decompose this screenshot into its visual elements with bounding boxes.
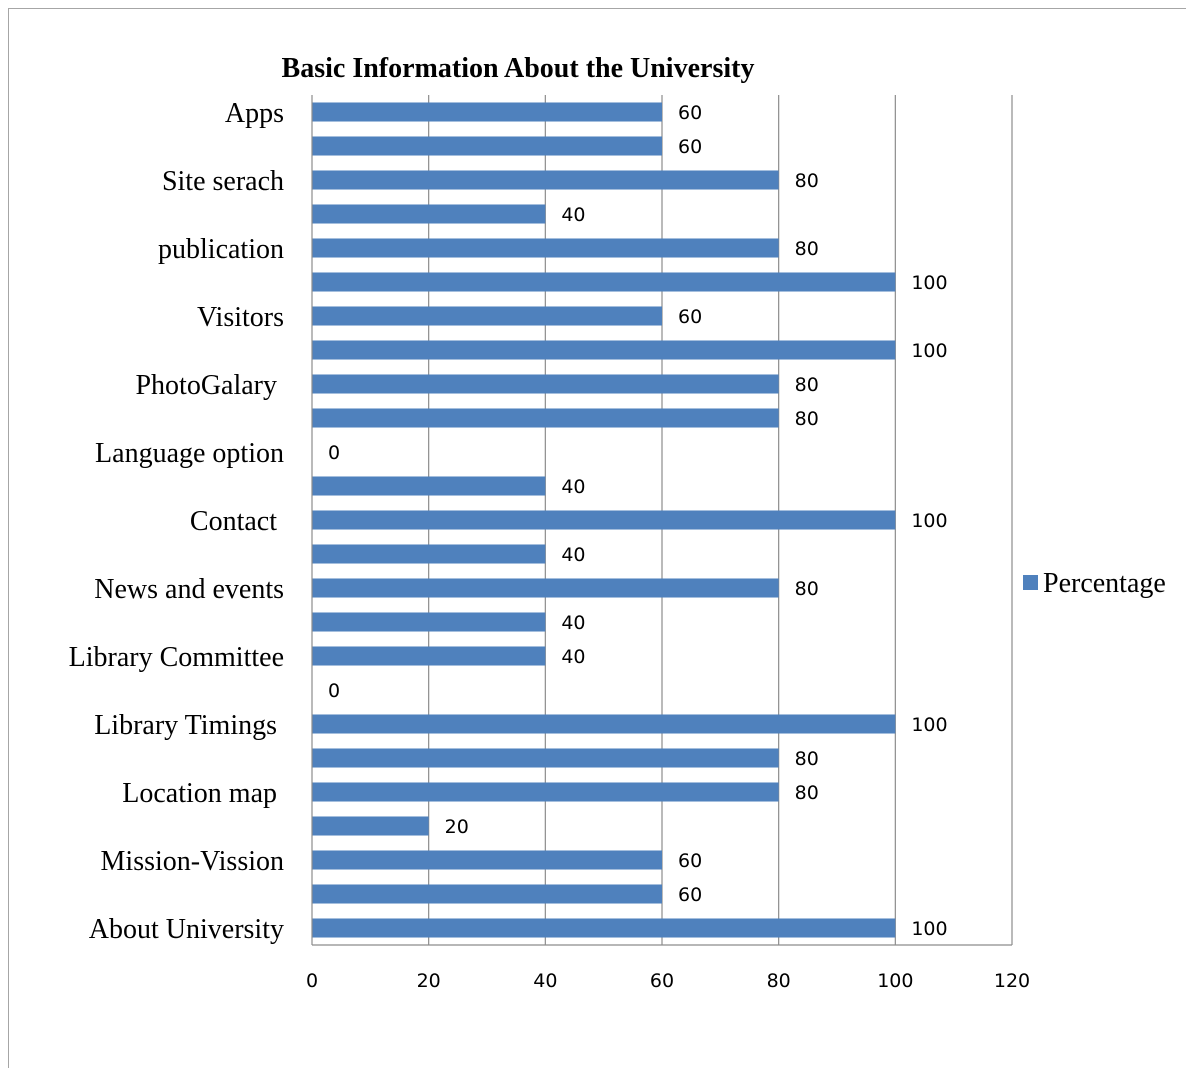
data-label: 60 [678,850,702,872]
bar [312,340,896,360]
data-label: 80 [795,238,819,260]
category-label: Library Committee [69,642,284,673]
x-tick-label: 60 [650,970,674,992]
data-label: 100 [911,918,947,940]
bar [312,850,662,870]
category-label: Language option [95,438,284,469]
data-label: 60 [678,102,702,124]
category-label: publication [158,234,284,265]
bar [312,170,779,190]
category-label: Library Timings [94,710,284,741]
data-label: 80 [795,408,819,430]
bar [312,646,546,666]
data-label: 40 [561,612,585,634]
data-label: 40 [561,544,585,566]
bar [312,408,779,428]
chart-title: Basic Information About the University [282,53,755,84]
category-label: About University [89,914,284,945]
x-tick-label: 100 [877,970,913,992]
bar [312,238,779,258]
category-label: Contact [190,506,284,537]
data-label: 40 [561,204,585,226]
bar [312,714,896,734]
axes [311,95,1012,946]
category-label: Location map [122,778,284,809]
data-label: 20 [445,816,469,838]
data-labels: 100 60 60 20 80 80 100 0 40 40 80 40 100 40 0 80 80 100 60… [328,102,948,940]
bar [312,476,546,496]
category-label: Visitors [197,302,284,333]
bars [312,102,896,938]
chart-frame [8,8,1186,1068]
legend: Percentage [1023,568,1166,599]
category-labels: About University Mission-Vission Location … [69,98,284,945]
legend-swatch [1023,575,1038,590]
bar [312,544,546,564]
bar [312,272,896,292]
legend-label: Percentage [1043,568,1166,599]
x-tick-labels: 0 20 40 60 80 100 120 [306,970,1030,992]
data-label: 100 [911,340,947,362]
bar [312,136,662,156]
bar [312,374,779,394]
bar [312,578,779,598]
bar [312,816,429,836]
data-label: 60 [678,884,702,906]
data-label: 80 [795,748,819,770]
category-label: Apps [225,98,284,129]
data-label: 80 [795,374,819,396]
x-tick-label: 80 [767,970,791,992]
data-label: 60 [678,136,702,158]
bar [312,306,662,326]
data-label: 100 [911,714,947,736]
data-label: 100 [911,510,947,532]
bar [312,918,896,938]
data-label: 80 [795,170,819,192]
data-label: 60 [678,306,702,328]
data-label: 40 [561,646,585,668]
data-label: 0 [328,442,340,464]
data-label: 40 [561,476,585,498]
x-tick-label: 120 [994,970,1030,992]
data-label: 80 [795,782,819,804]
bar [312,612,546,632]
bar [312,102,662,122]
x-tick-label: 20 [417,970,441,992]
bar [312,748,779,768]
category-label: Mission-Vission [101,846,284,877]
x-tick-label: 0 [306,970,318,992]
category-label: PhotoGalary [135,370,284,401]
x-tick-label: 40 [533,970,557,992]
bar [312,204,546,224]
data-label: 80 [795,578,819,600]
category-label: News and events [94,574,284,605]
bar [312,884,662,904]
bar [312,782,779,802]
bar [312,510,896,530]
data-label: 0 [328,680,340,702]
data-label: 100 [911,272,947,294]
category-label: Site serach [162,166,284,197]
